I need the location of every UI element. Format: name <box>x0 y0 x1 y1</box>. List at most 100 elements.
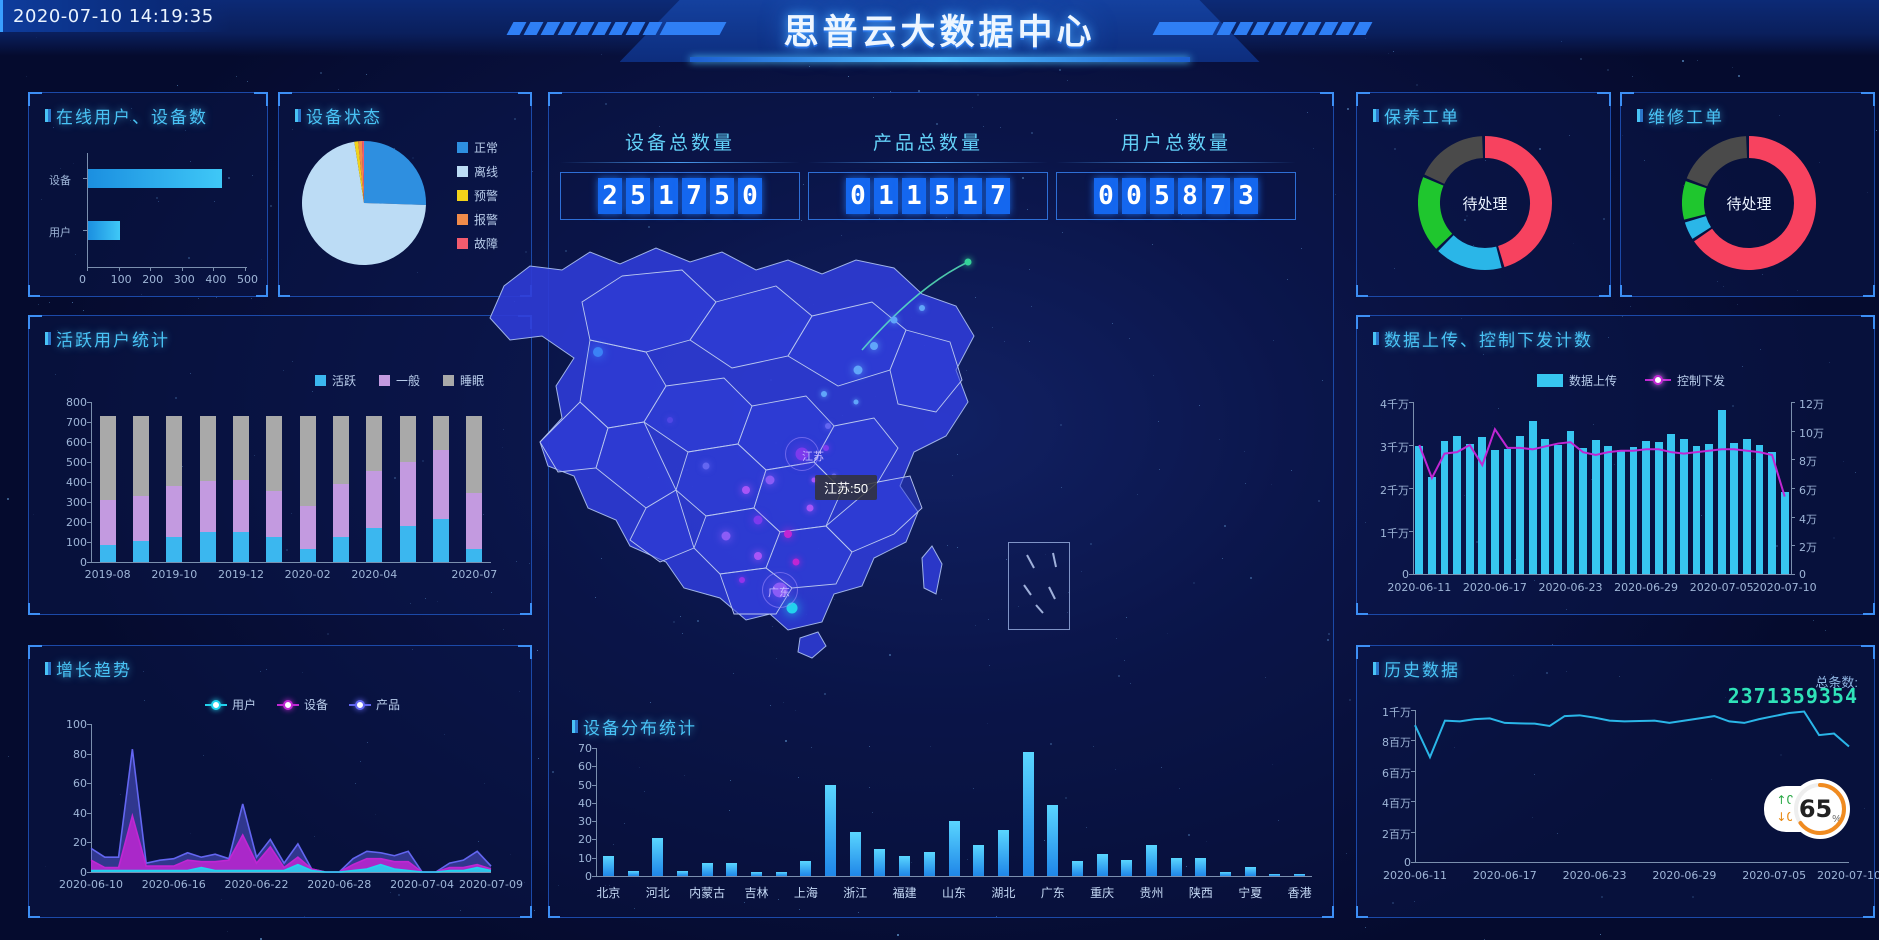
bar-2020-06-22[interactable] <box>1554 445 1562 574</box>
map-dot-11[interactable] <box>754 516 763 525</box>
bar-segment[interactable] <box>433 416 449 450</box>
map-dot-14[interactable] <box>722 532 731 541</box>
map-dot-15[interactable] <box>754 552 762 560</box>
bar-segment[interactable] <box>366 416 382 471</box>
bar-segment[interactable] <box>166 537 182 562</box>
bar-segment[interactable] <box>233 532 249 562</box>
bar-segment[interactable] <box>200 481 216 533</box>
bar-设备[interactable] <box>88 169 222 188</box>
bar-新疆[interactable] <box>1269 874 1280 876</box>
chart-repair-donut[interactable]: 待处理 <box>1621 121 1876 298</box>
bar-2020-06-11[interactable] <box>1415 446 1423 574</box>
bar-云南[interactable] <box>1171 858 1182 876</box>
chart-online-users-devices[interactable]: 设备 用户 0 100 200 300 400 500 <box>29 131 269 296</box>
bar-四川[interactable] <box>1121 860 1132 876</box>
chart-growth-trend-area[interactable]: 用户 设备 产品 0 20 40 60 80 100 2020-06-10 2020-06-16… <box>29 676 533 919</box>
bar-香港[interactable] <box>1294 874 1305 876</box>
map-dot-0[interactable] <box>593 347 603 357</box>
bar-segment[interactable] <box>300 549 316 562</box>
bar-segment[interactable] <box>133 416 149 496</box>
map-dot-20[interactable] <box>667 417 673 423</box>
bar-河北[interactable] <box>652 838 663 876</box>
legend-item-设备[interactable]: 设备 <box>277 696 328 713</box>
bar-2020-07-03[interactable] <box>1693 446 1701 574</box>
bar-浙江[interactable] <box>850 832 861 876</box>
bar-上海[interactable] <box>800 861 811 876</box>
bar-广西[interactable] <box>1072 861 1083 876</box>
bar-江西[interactable] <box>924 852 935 876</box>
map-dot-19[interactable] <box>825 423 831 429</box>
bar-甘肃[interactable] <box>1220 872 1231 876</box>
island-taiwan[interactable] <box>922 546 942 594</box>
bar-福建[interactable] <box>899 856 910 876</box>
bar-山西[interactable] <box>677 871 688 876</box>
bar-2020-06-23[interactable] <box>1567 431 1575 574</box>
bar-安徽[interactable] <box>874 849 885 876</box>
bar-segment[interactable] <box>266 537 282 562</box>
donut-arc-已完成[interactable] <box>1693 185 1696 217</box>
map-dot-5[interactable] <box>870 342 878 350</box>
bar-2020-07-10[interactable] <box>1781 492 1789 574</box>
bar-2020-06-30[interactable] <box>1655 442 1663 574</box>
bar-2020-06-15[interactable] <box>1466 444 1474 574</box>
china-map[interactable]: 江苏:50 江苏 广东 <box>470 190 1110 670</box>
donut-arc-处理中[interactable] <box>1695 219 1701 233</box>
bar-2020-06-16[interactable] <box>1478 437 1486 574</box>
map-dot-6[interactable] <box>891 317 898 324</box>
legend-item-upload[interactable]: 数据上传 <box>1537 372 1617 389</box>
chart-maintenance-donut[interactable]: 待处理 <box>1357 121 1612 298</box>
bar-2020-07-04[interactable] <box>1705 444 1713 574</box>
bar-segment[interactable] <box>166 486 182 537</box>
bar-2020-06-27[interactable] <box>1617 450 1625 574</box>
bar-重庆[interactable] <box>1097 854 1108 876</box>
bar-segment[interactable] <box>133 541 149 562</box>
bar-segment[interactable] <box>333 416 349 484</box>
bar-2020-07-09[interactable] <box>1768 452 1776 574</box>
legend-item-产品[interactable]: 产品 <box>349 696 400 713</box>
bar-segment[interactable] <box>133 496 149 541</box>
bar-山东[interactable] <box>949 821 960 876</box>
bar-辽宁[interactable] <box>726 863 737 876</box>
donut-arc-已关闭[interactable] <box>1697 147 1747 182</box>
bar-segment[interactable] <box>300 416 316 506</box>
bar-黑龙江[interactable] <box>776 872 787 876</box>
legend-item-一般[interactable]: 一般 <box>379 372 420 389</box>
bar-2020-07-06[interactable] <box>1730 443 1738 574</box>
bar-segment[interactable] <box>333 537 349 562</box>
bar-segment[interactable] <box>166 416 182 486</box>
island-hainan[interactable] <box>798 632 826 658</box>
bar-2020-06-12[interactable] <box>1428 477 1436 574</box>
donut-arc-已关闭[interactable] <box>1434 147 1482 179</box>
bar-湖南[interactable] <box>1023 752 1034 876</box>
pie-slice-正常[interactable] <box>364 141 426 205</box>
bar-用户[interactable] <box>88 221 120 240</box>
chart-active-users-stacked[interactable]: 活跃 一般 睡眠 0 100 200 300 400 500 600 700 800 2019-08 20… <box>29 350 533 616</box>
bar-湖北[interactable] <box>998 830 1009 876</box>
legend-item-正常[interactable]: 正常 <box>457 139 498 156</box>
bar-segment[interactable] <box>300 506 316 549</box>
bar-2020-06-14[interactable] <box>1453 436 1461 574</box>
bar-segment[interactable] <box>433 519 449 562</box>
map-dot-22[interactable] <box>854 400 859 405</box>
map-dot-23[interactable] <box>739 577 745 583</box>
bar-2020-07-02[interactable] <box>1680 439 1688 574</box>
bar-2020-07-07[interactable] <box>1743 439 1751 574</box>
bar-segment[interactable] <box>200 532 216 562</box>
map-dot-12[interactable] <box>784 530 792 538</box>
map-dot-4[interactable] <box>854 366 863 375</box>
bar-segment[interactable] <box>100 500 116 545</box>
bar-segment[interactable] <box>233 480 249 533</box>
bar-segment[interactable] <box>100 545 116 562</box>
bar-segment[interactable] <box>400 462 416 525</box>
bar-segment[interactable] <box>366 528 382 562</box>
bar-江苏[interactable] <box>825 785 836 876</box>
map-dot-21[interactable] <box>821 391 827 397</box>
donut-arc-处理中[interactable] <box>1446 243 1499 259</box>
bar-segment[interactable] <box>400 416 416 462</box>
bar-segment[interactable] <box>200 416 216 481</box>
map-dot-10[interactable] <box>742 486 750 494</box>
bar-2020-07-08[interactable] <box>1756 445 1764 574</box>
bar-segment[interactable] <box>400 526 416 562</box>
bar-segment[interactable] <box>233 416 249 480</box>
bar-2020-06-13[interactable] <box>1441 441 1449 574</box>
